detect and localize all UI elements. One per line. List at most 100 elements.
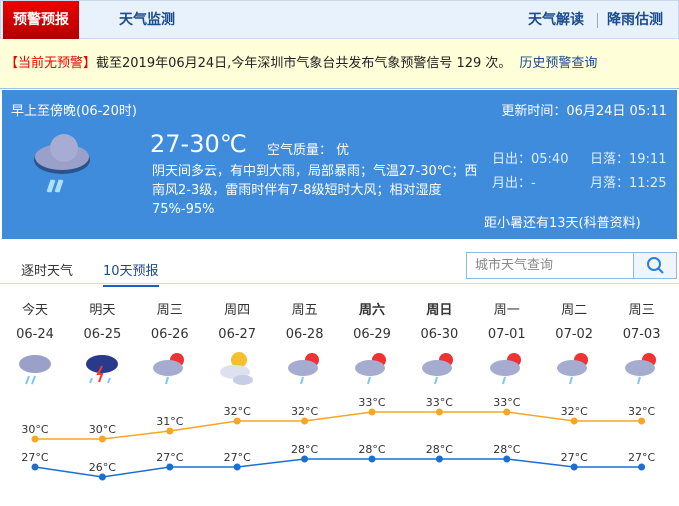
low-temp-label: 28°C [426, 443, 453, 456]
partly-cloudy-shower-icon [152, 353, 184, 385]
low-temp-point [98, 473, 106, 481]
air-quality: 空气质量： 优 [267, 143, 350, 158]
low-temp-point [570, 463, 578, 471]
forecast-date: 07-03 [622, 327, 661, 342]
high-temp-point [570, 417, 578, 425]
forecast-date: 07-01 [487, 327, 526, 342]
forecast-day: 周三 [628, 303, 655, 318]
low-temp-label: 27°C [21, 451, 48, 464]
forecast-day: 周三 [156, 303, 183, 318]
sunset: 日落：19:11 [590, 152, 667, 167]
partly-cloudy-shower-icon [624, 353, 656, 385]
thunderstorm-icon [86, 355, 119, 384]
tab-warning-forecast[interactable]: 预警预报 [3, 1, 79, 39]
low-temp-point [301, 455, 309, 463]
high-temp-point [31, 435, 39, 443]
high-temp-label: 32°C [561, 405, 588, 418]
partly-cloudy-shower-icon [355, 353, 386, 385]
forecast-date: 07-02 [555, 327, 594, 342]
high-temp-label: 32°C [224, 405, 251, 418]
forecast-tabs: 逐时天气 10天预报 [0, 240, 679, 287]
alert-status: 【当前无预警】 [5, 56, 97, 71]
top-nav: 预警预报 天气监测 天气解读 降雨估测 [0, 0, 679, 39]
forecast-date: 06-28 [285, 327, 324, 342]
low-temp-point [435, 455, 443, 463]
high-temp-label: 32°C [628, 405, 655, 418]
high-temp-point [98, 435, 106, 443]
low-temp-label: 27°C [561, 451, 588, 464]
forecast-date: 06-29 [353, 327, 391, 342]
low-temp-line [34, 458, 642, 478]
high-temp-line [35, 411, 642, 440]
high-temp-label: 33°C [493, 396, 520, 409]
low-temp-label: 26°C [89, 461, 116, 474]
high-temp-point [166, 427, 174, 435]
high-temp-point [638, 417, 646, 425]
high-temp-label: 33°C [426, 396, 453, 409]
low-temp-point [166, 463, 174, 471]
high-temp-label: 30°C [21, 423, 48, 436]
high-temp-point [233, 417, 241, 425]
high-temp-point [435, 408, 443, 416]
partly-cloudy-icon [220, 352, 254, 385]
temperature-chart: 30°C 30°C 31°C 32°C 32°C 33°C 33°C 33°C 32°C 32°C… [21, 396, 656, 481]
temp-range: 27-30℃ [150, 130, 247, 158]
history-warning-link[interactable]: 历史预警查询 [519, 56, 598, 71]
alert-text: 截至2019年06月24日,今年深圳市气象台共发布气象预警信号 129 次。 [96, 56, 512, 71]
forecast-day: 周四 [224, 303, 251, 318]
alert-bar: 【当前无预警】截至2019年06月24日,今年深圳市气象台共发布气象预警信号 1… [0, 39, 679, 89]
high-temp-point [503, 408, 511, 416]
forecast-date: 06-24 [16, 327, 54, 342]
partly-cloudy-shower-icon [287, 353, 319, 385]
high-temp-label: 30°C [89, 423, 116, 436]
link-weather-interpret[interactable]: 天气解读 [528, 12, 584, 28]
partly-cloudy-shower-icon [422, 353, 454, 385]
high-temp-label: 32°C [291, 405, 318, 418]
forecast-day: 周五 [291, 303, 318, 318]
low-temp-point [368, 455, 376, 463]
moonrise: 月出：- [492, 176, 536, 191]
high-temp-label: 33°C [358, 396, 385, 409]
high-temp-label: 31°C [156, 415, 183, 428]
low-temp-point [31, 463, 39, 471]
partly-cloudy-shower-icon [489, 353, 521, 385]
forecast-day: 周一 [493, 303, 520, 318]
sunrise: 日出：05:40 [492, 152, 569, 167]
low-temp-label: 27°C [224, 451, 251, 464]
link-rain-estimate[interactable]: 降雨估测 [607, 12, 663, 28]
low-temp-point [638, 463, 646, 471]
low-temp-label: 28°C [358, 443, 385, 456]
low-temp-label: 28°C [493, 443, 520, 456]
forecast-day: 周日 [426, 303, 453, 318]
moonset: 月落：11:25 [590, 176, 667, 191]
update-time: 更新时间：06月24日 05:11 [501, 104, 667, 119]
partly-cloudy-shower-icon [557, 353, 589, 385]
forecast-day: 今天 [21, 303, 48, 318]
tab-10day[interactable]: 10天预报 [103, 260, 159, 287]
forecast-date: 06-30 [420, 327, 459, 342]
rain-icon [19, 355, 51, 385]
weather-description: 阴天间多云，有中到大雨，局部暴雨；气温27-30℃；西南风2-3级，雷雨时伴有7… [152, 164, 478, 217]
search-button[interactable] [633, 252, 677, 279]
high-temp-point [368, 408, 376, 416]
forecast-day: 周二 [561, 303, 588, 318]
solar-term-link[interactable]: 距小暑还有13天(科普资料) [484, 216, 641, 231]
low-temp-label: 28°C [291, 443, 318, 456]
high-temp-point [301, 417, 309, 425]
low-temp-point [503, 455, 511, 463]
forecast-date: 06-26 [150, 327, 189, 342]
low-temp-point [233, 463, 241, 471]
tab-hourly[interactable]: 逐时天气 [21, 264, 74, 279]
tab-weather-monitor[interactable]: 天气监测 [119, 12, 175, 28]
heavy-rain-icon [34, 134, 90, 193]
period: 早上至傍晚(06-20时) [11, 104, 137, 119]
forecast-date: 06-25 [83, 327, 122, 342]
city-search-input[interactable]: 城市天气查询 [466, 252, 634, 279]
divider [597, 13, 598, 28]
today-panel: 早上至傍晚(06-20时) 更新时间：06月24日 05:11 27-30℃ 空… [2, 90, 677, 239]
forecast-day: 周六 [358, 303, 385, 318]
low-temp-label: 27°C [156, 451, 183, 464]
low-temp-label: 27°C [628, 451, 655, 464]
forecast-date: 06-27 [218, 327, 257, 342]
forecast-day: 明天 [89, 303, 116, 318]
